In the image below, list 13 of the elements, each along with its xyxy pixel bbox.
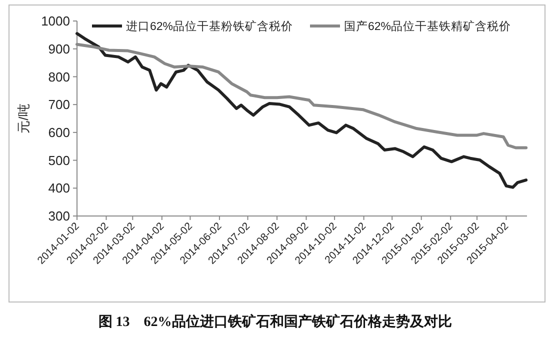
y-tick-label: 400 — [48, 180, 70, 196]
y-tick-label: 900 — [48, 41, 70, 56]
legend-label: 国产62%品位干基铁精矿含税价 — [344, 19, 512, 34]
y-axis-title: 元/吨 — [16, 104, 31, 134]
legend-label: 进口62%品位干基粉铁矿含税价 — [126, 19, 294, 34]
y-tick-label: 300 — [48, 208, 70, 224]
y-tick-label: 700 — [48, 97, 70, 112]
y-tick-label: 800 — [48, 69, 70, 84]
line-series — [76, 32, 528, 189]
y-tick-label: 1000 — [41, 14, 70, 29]
y-tick-label: 500 — [48, 152, 70, 168]
text: 图 13 62%品位进口铁矿石和国产铁矿石价格走势及对比 — [98, 313, 452, 330]
y-tick-label: 600 — [48, 124, 70, 140]
